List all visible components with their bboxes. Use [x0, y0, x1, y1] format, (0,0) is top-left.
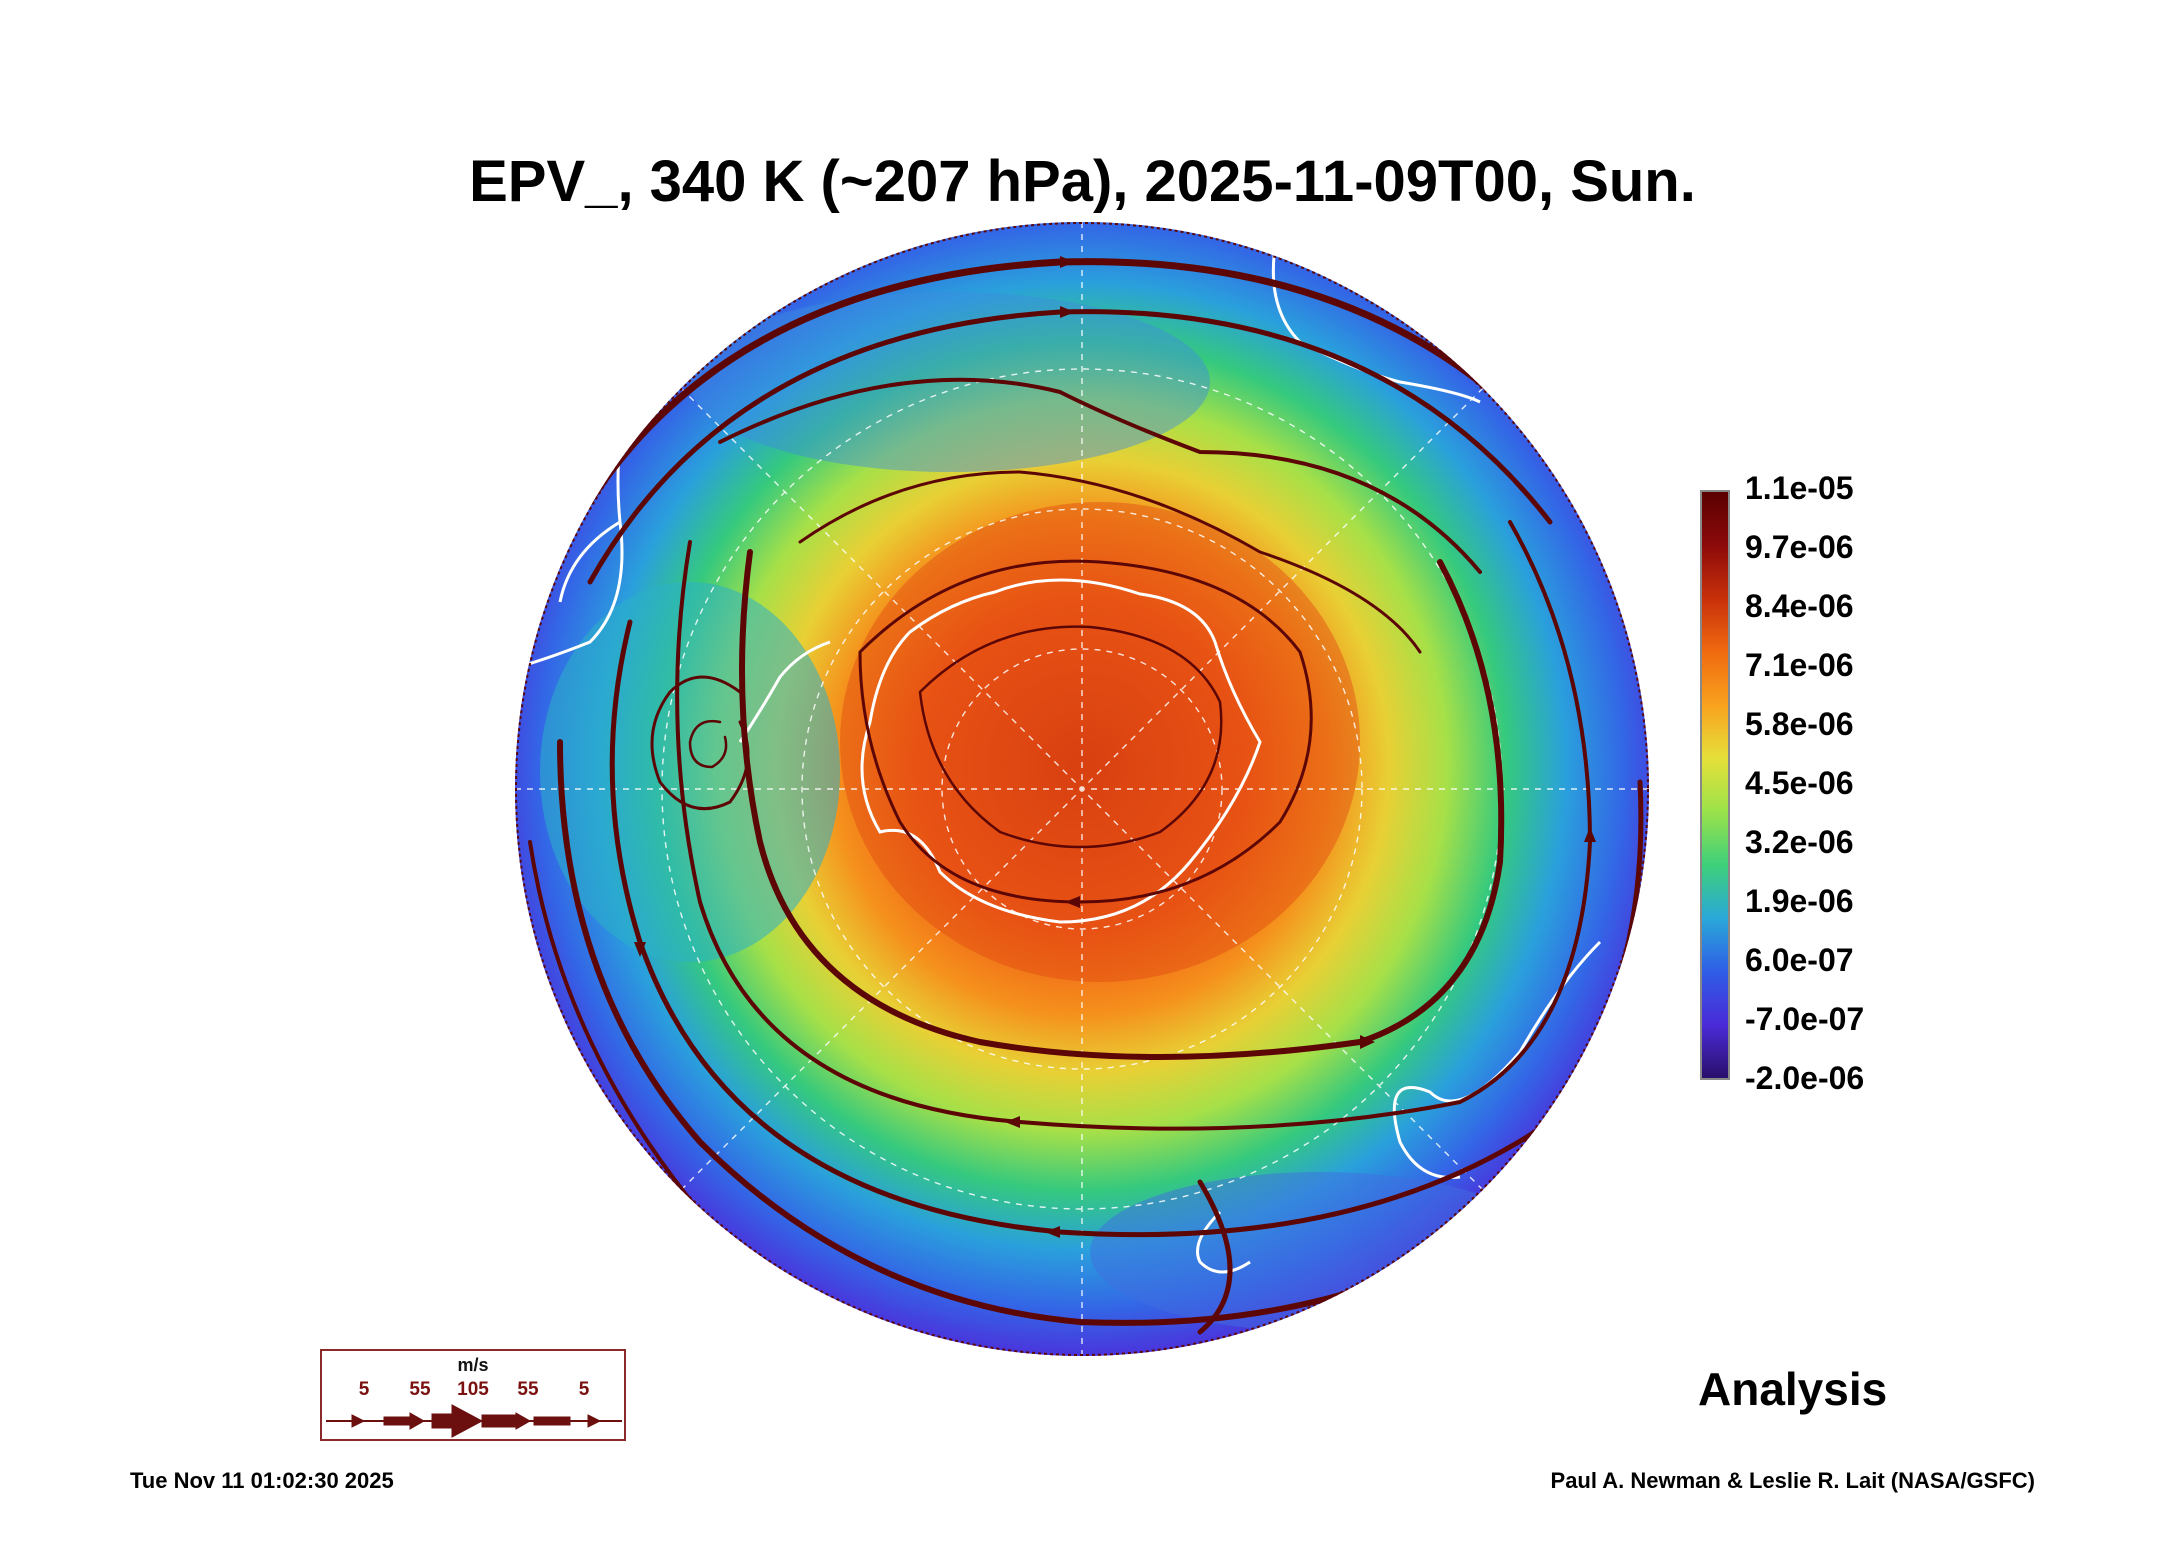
- colorbar-tick-label: 8.4e-06: [1745, 588, 1854, 624]
- polar-map: [515, 222, 1649, 1356]
- epv-anomaly: [840, 502, 1360, 982]
- colorbar-tick-label: 7.1e-06: [1745, 647, 1854, 683]
- colorbar-tick-label: 1.1e-05: [1745, 470, 1854, 506]
- colorbar-tick-label: 6.0e-07: [1745, 942, 1854, 978]
- wind-legend-value: 105: [457, 1379, 489, 1400]
- colorbar-tick-label: 9.7e-06: [1745, 529, 1854, 565]
- timestamp: Tue Nov 11 01:02:30 2025: [130, 1468, 394, 1493]
- wind-legend-value: 55: [517, 1379, 539, 1400]
- colorbar: [1700, 490, 1730, 1080]
- wind-legend-value: 5: [358, 1379, 370, 1400]
- wind-legend-value: 5: [578, 1379, 590, 1400]
- colorbar-tick-label: 5.8e-06: [1745, 706, 1854, 742]
- credit: Paul A. Newman & Leslie R. Lait (NASA/GS…: [1550, 1468, 2035, 1493]
- colorbar-labels: 1.1e-05 9.7e-06 8.4e-06 7.1e-06 5.8e-06 …: [1745, 470, 2005, 1100]
- colorbar-tick-label: -2.0e-06: [1745, 1060, 1865, 1096]
- epv-anomaly: [540, 582, 840, 962]
- wind-legend-arrow: [326, 1404, 622, 1438]
- map-title: EPV_, 340 K (~207 hPa), 2025-11-09T00, S…: [469, 149, 1696, 214]
- streamline-arrows: [634, 256, 1596, 1238]
- colorbar-tick-label: -7.0e-07: [1745, 1001, 1865, 1037]
- wind-speed-legend: m/s 5 55 105 55 5: [320, 1349, 626, 1441]
- epv-anomaly: [1090, 1172, 1550, 1332]
- colorbar-tick-label: 1.9e-06: [1745, 883, 1854, 919]
- analysis-label: Analysis: [1698, 1363, 1888, 1415]
- wind-legend-unit: m/s: [457, 1355, 489, 1375]
- wind-legend-value: 55: [409, 1379, 431, 1400]
- colorbar-tick-label: 4.5e-06: [1745, 765, 1854, 801]
- epv-anomaly: [690, 292, 1210, 472]
- colorbar-tick-label: 3.2e-06: [1745, 824, 1854, 860]
